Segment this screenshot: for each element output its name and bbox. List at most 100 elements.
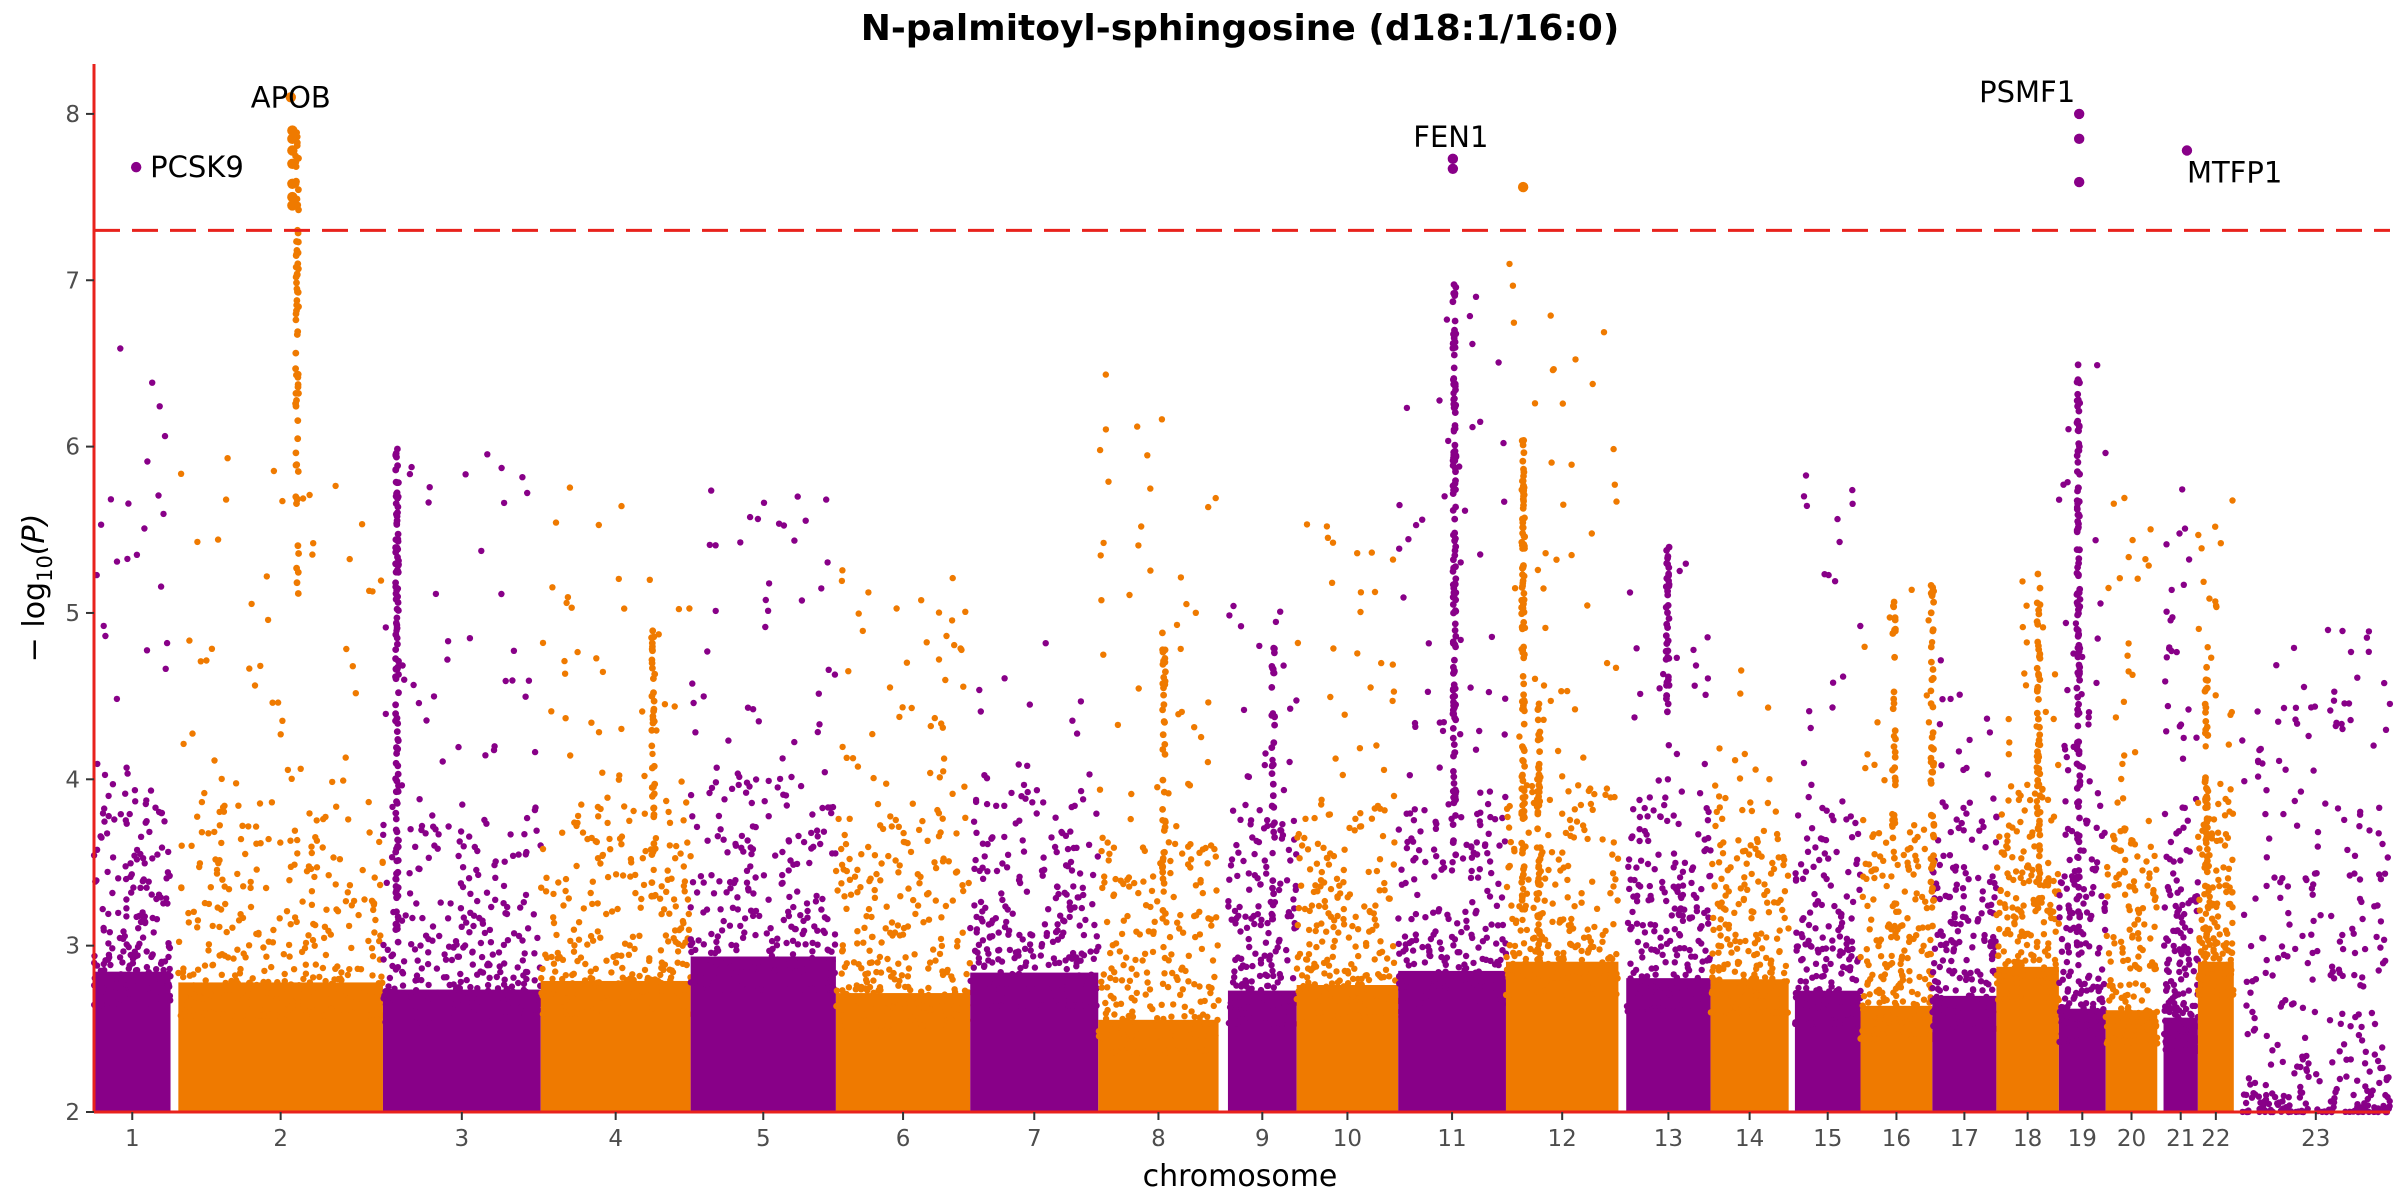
snp-point [1727,990,1734,997]
snp-point [188,842,195,849]
snp-point [164,999,171,1006]
snp-point [391,1019,398,1026]
snp-point [510,974,517,981]
snp-point [660,906,668,913]
snp-point [489,951,496,958]
snp-point [1073,959,1080,967]
snp-point [1154,1015,1161,1022]
snp-point [391,1002,398,1010]
snp-point [900,829,907,837]
snp-point [414,957,421,964]
snp-point [152,804,159,811]
snp-point [1511,942,1519,950]
snp-point [895,869,902,876]
snp-point [963,1002,971,1009]
snp-point [1290,896,1297,903]
snp-point [586,983,593,990]
snp-point [1704,634,1711,641]
snp-point [1333,875,1341,882]
snp-point [1698,966,1705,974]
snp-point [514,964,521,971]
snp-point [1601,973,1608,980]
snp-point [1960,804,1967,812]
snp-point [1888,952,1895,960]
snp-point [247,878,254,886]
snp-point [516,1018,523,1025]
snp-point [1657,813,1664,821]
snp-point [1568,551,1575,559]
snp-point [1179,929,1187,936]
snp-point [579,829,587,836]
snp-point [939,971,947,979]
snp-point [111,993,118,1000]
snp-point [1469,340,1476,348]
snp-point [1341,711,1348,718]
snp-point [1670,850,1678,857]
snp-point [1659,878,1666,886]
snp-point [365,937,372,945]
snp-point [684,1008,691,1016]
snp-point [1681,859,1689,866]
snp-point [253,866,260,873]
snp-point [1509,960,1517,967]
snp-point [262,884,270,892]
snp-point [1697,994,1705,1002]
snp-point [1756,1009,1764,1016]
snp-point [1685,990,1692,998]
snp-point [1104,1031,1111,1038]
snp-point [1258,916,1265,923]
snp-point [1969,987,1977,994]
snp-point [961,783,968,790]
snp-point [957,645,964,652]
snp-point [201,789,208,797]
snp-point [1396,545,1403,552]
snp-point [1848,938,1856,945]
snp-point [626,817,633,824]
snp-point [998,958,1006,965]
snp-point [1599,836,1606,843]
snp-point [248,1005,255,1012]
snp-point [1507,838,1515,846]
snp-point [148,891,155,898]
snp-point [1639,954,1646,961]
snp-point [1689,864,1697,871]
snp-point [1852,977,1860,984]
snp-point [1427,935,1435,943]
snp-point [825,666,832,673]
snp-point [1519,991,1526,998]
snp-point [373,1011,380,1018]
snp-point [388,854,396,861]
snp-point [137,833,145,840]
snp-point [542,888,550,895]
snp-point [1082,1002,1089,1009]
snp-point [460,914,467,921]
snp-point [824,559,831,566]
snp-point [1854,830,1862,838]
snp-point [408,463,415,471]
snp-point [1283,877,1291,884]
snp-point [1610,921,1617,928]
snp-point [559,829,566,836]
snp-point [486,926,494,934]
snp-point [1820,872,1828,879]
snp-point [854,866,861,873]
snp-point [1167,869,1174,877]
snp-point [661,701,669,708]
snp-point [287,863,295,870]
snp-point [706,541,713,549]
snp-point [1395,940,1403,948]
snp-point [1430,846,1438,853]
snp-point [1144,452,1151,459]
snp-point [1041,921,1049,928]
snp-point [130,884,137,891]
snp-point [368,945,376,952]
snp-point [1548,459,1555,466]
snp-point [1863,946,1871,953]
snp-point [1592,972,1599,979]
snp-point [1100,651,1107,658]
snp-point [380,956,387,963]
snp-point [469,961,476,968]
snp-point [1041,866,1048,873]
snp-point [1611,481,1619,488]
snp-point [1626,589,1634,596]
